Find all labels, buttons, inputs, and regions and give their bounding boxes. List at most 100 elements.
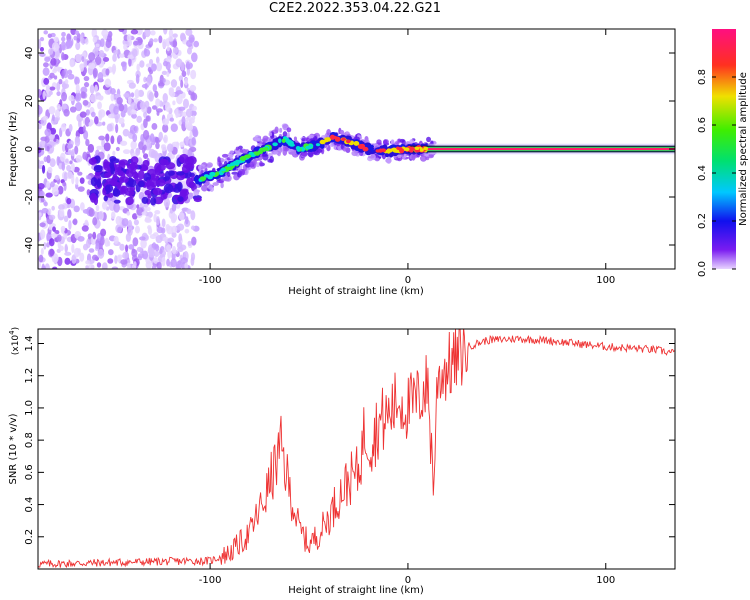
spectrogram-cell (63, 108, 70, 117)
spectrogram-cell (48, 106, 56, 115)
spectrogram-cell (119, 243, 125, 251)
spectrogram-cell (98, 135, 106, 141)
spectrogram-cell (217, 156, 221, 163)
spectrogram-cell (39, 36, 45, 42)
spectrogram-cell (92, 231, 97, 240)
spectrogram-cell (197, 165, 202, 171)
spectrogram-cell (152, 187, 163, 196)
spectrogram-cell (140, 238, 147, 249)
spectrogram-cell (49, 86, 56, 91)
spectrogram-cell (94, 171, 102, 176)
spectrogram-cell (85, 265, 89, 269)
spectrogram-cell (358, 144, 364, 148)
spectrogram-cell (151, 105, 158, 110)
spectrogram-cell (296, 146, 301, 152)
spectrogram-cell (111, 266, 119, 269)
spectrogram-cell (73, 35, 78, 41)
spectrogram-cell (375, 149, 381, 153)
spectrogram-cell (154, 136, 159, 143)
spectrogram-cell (118, 103, 125, 112)
spectrogram-x-label: Height of straight line (km) (288, 286, 424, 297)
spectrogram-cell (144, 216, 151, 223)
spectrogram-cell (161, 144, 167, 152)
spectrogram-cell (46, 145, 50, 152)
spectrogram-cell (58, 78, 63, 85)
spectrogram-cell (70, 162, 75, 172)
spectrogram-cell (152, 232, 159, 237)
spectrogram-cell (189, 84, 197, 92)
spectrogram-cell (131, 213, 138, 220)
spectrogram-cell (51, 205, 55, 211)
spectrogram-cell (130, 169, 137, 175)
spectrogram-cell (165, 162, 176, 170)
spectrogram-cell (126, 33, 132, 43)
snr-y-tick-label: 0.2 (24, 529, 35, 545)
spectrogram-cell (123, 92, 130, 98)
spectrogram-cell (179, 141, 185, 148)
spectrogram-cell (155, 47, 160, 54)
spectrogram-cell (120, 110, 126, 118)
spectrogram-cell (127, 54, 135, 60)
spectrogram-cell (170, 123, 178, 133)
spectrogram-cell (262, 135, 269, 141)
spectrogram-cell (45, 192, 53, 198)
spectrogram-cell (168, 35, 174, 42)
spectrogram-cell (71, 243, 75, 254)
snr-y-label: SNR (10 * v/v) (8, 413, 19, 484)
spectrogram-cell (130, 140, 137, 150)
spectrogram-cell (176, 223, 185, 231)
spectrogram-cell (86, 175, 92, 180)
spectrogram-cell (61, 31, 66, 37)
spectrogram-cell (90, 111, 96, 118)
spectrogram-cell (38, 212, 42, 217)
spectrogram-cell (162, 236, 169, 242)
spectrogram-cell (185, 29, 193, 36)
spectrogram-cell (242, 148, 247, 155)
spectrogram-cell (141, 250, 149, 260)
spectrogram-cell (98, 50, 105, 58)
snr-frame (37, 328, 676, 570)
spectrogram-cell (120, 259, 128, 265)
spectrogram-cell (229, 150, 235, 154)
spectrogram-cell (86, 238, 91, 249)
spectrogram-cell (89, 84, 95, 95)
snr-series-line (38, 329, 675, 569)
spectrogram-x-tick-label: 0 (405, 275, 411, 286)
spectrogram-cell (42, 67, 50, 76)
spectrogram-cell (50, 57, 57, 66)
spectrogram-cell (254, 152, 260, 156)
spectrogram-cell (150, 150, 159, 159)
spectrogram-cell (330, 143, 335, 148)
spectrogram-cell (42, 115, 49, 121)
spectrogram-cell (87, 263, 95, 269)
spectrogram-cell (113, 199, 121, 204)
spectrogram-cell (154, 90, 159, 98)
snr-marks (38, 329, 675, 569)
spectrogram-cell (315, 143, 321, 147)
spectrogram-cell (41, 164, 46, 174)
spectrogram-cell (147, 225, 152, 230)
spectrogram-cell (301, 151, 308, 157)
spectrogram-cell (41, 265, 47, 269)
spectrogram-y-tick-label: -40 (24, 237, 35, 253)
spectrogram-cell (164, 101, 171, 112)
spectrogram-cell (83, 81, 90, 88)
spectrogram-cell (103, 161, 110, 167)
colorbar-axis: 0.0 0.2 0.4 0.6 0.8 (697, 69, 736, 277)
spectrogram-cell (167, 249, 172, 259)
spectrogram-cell (49, 72, 55, 79)
spectrogram-cell (199, 176, 207, 181)
spectrogram-cell (151, 63, 157, 72)
spectrogram-cell (188, 193, 193, 200)
spectrogram-cell (117, 226, 122, 233)
spectrogram-cell (133, 261, 137, 268)
spectrogram-cell (91, 254, 99, 261)
spectrogram-cell (239, 156, 247, 161)
spectrogram-cell (68, 95, 75, 102)
spectrogram-cell (77, 171, 83, 176)
spectrogram-cell (98, 211, 103, 220)
spectrogram-cell (215, 171, 220, 177)
spectrogram-y-tick-label: 20 (24, 95, 35, 108)
spectrogram-cell (272, 142, 278, 147)
spectrogram-cell (100, 235, 105, 246)
